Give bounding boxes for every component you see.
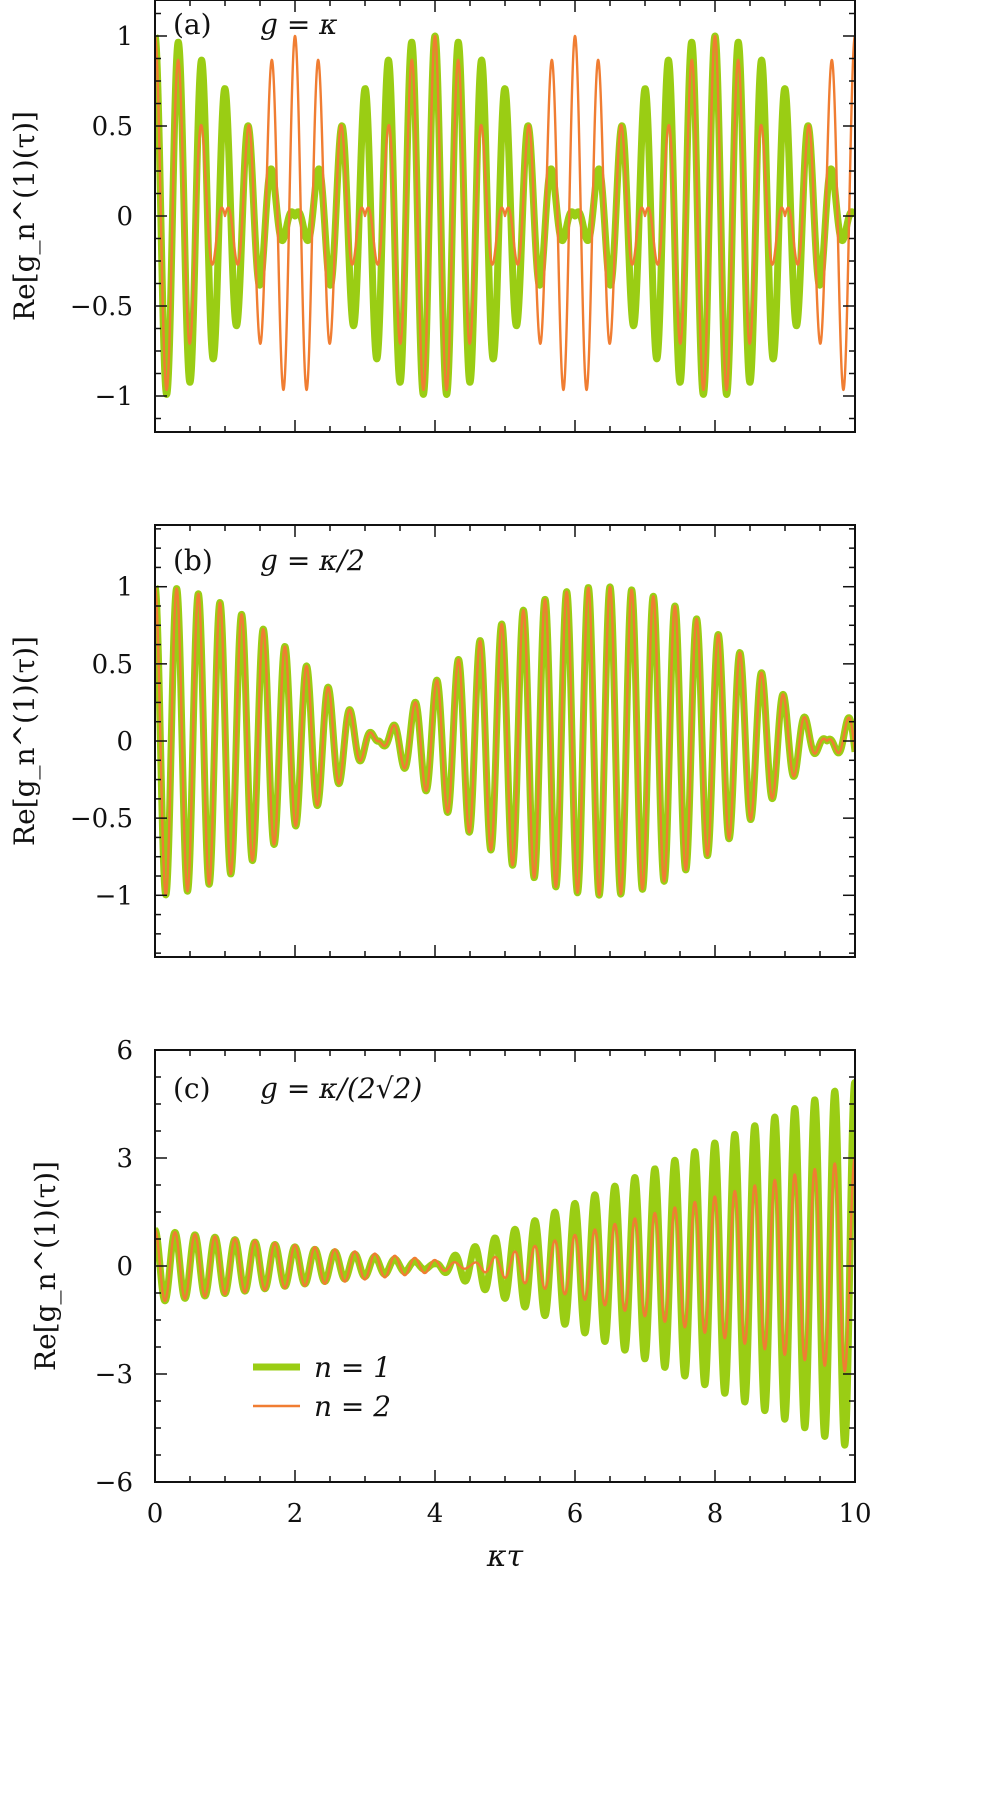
panel-a-curves bbox=[155, 32, 855, 398]
panel-b-y-tick-labels: −1 −0.5 0 0.5 1 bbox=[70, 573, 133, 912]
y-tick-label: −1 bbox=[95, 382, 133, 412]
panel-c-ylabel: Re[g_n^(1)(τ)] bbox=[29, 1161, 62, 1371]
x-tick-label: 6 bbox=[567, 1499, 584, 1529]
panel-b-label: (b) bbox=[173, 544, 213, 577]
y-tick-label: 0.5 bbox=[92, 650, 133, 680]
y-tick-label: −6 bbox=[95, 1468, 133, 1498]
x-tick-label: 0 bbox=[147, 1499, 164, 1529]
panel-a: −1 −0.5 0 0.5 1 (a) g = κ Re[g_n^(1)(τ)] bbox=[8, 0, 856, 433]
panel-c-x-tick-labels: 0 2 4 6 8 10 bbox=[147, 1499, 872, 1529]
panel-b-curves bbox=[155, 583, 855, 899]
y-tick-label: 1 bbox=[116, 22, 133, 52]
y-tick-label: 0 bbox=[116, 202, 133, 232]
y-tick-label: 0 bbox=[116, 1252, 133, 1282]
y-tick-label: −3 bbox=[95, 1360, 133, 1390]
x-tick-label: 2 bbox=[287, 1499, 304, 1529]
x-tick-label: 10 bbox=[838, 1499, 871, 1529]
legend-label-n1: n = 1 bbox=[314, 1351, 391, 1384]
series-line-a-2 bbox=[155, 34, 855, 392]
panel-c-label: (c) bbox=[173, 1072, 211, 1105]
panel-b-ticks bbox=[154, 525, 856, 957]
panel-c-ticks bbox=[154, 1049, 856, 1483]
y-tick-label: 6 bbox=[116, 1036, 133, 1066]
panel-c: −6 −3 0 3 6 0 2 4 6 8 10 (c) g = κ/(2√2) Re[g_n^(… bbox=[29, 1036, 872, 1574]
panel-a-ylabel: Re[g_n^(1)(τ)] bbox=[8, 111, 41, 321]
panel-c-curves bbox=[155, 1079, 855, 1449]
x-tick-label: 4 bbox=[427, 1499, 444, 1529]
y-tick-label: −0.5 bbox=[70, 804, 133, 834]
series-line-b-2 bbox=[155, 585, 855, 897]
panel-a-label: (a) bbox=[173, 8, 212, 41]
panel-a-y-tick-labels: −1 −0.5 0 0.5 1 bbox=[70, 22, 133, 412]
panel-a-ticks bbox=[154, 0, 856, 432]
legend-label-n2: n = 2 bbox=[314, 1390, 391, 1423]
legend: n = 1 n = 2 bbox=[253, 1351, 391, 1423]
panel-b-annotation: g = κ/2 bbox=[260, 544, 365, 577]
panel-b-ylabel: Re[g_n^(1)(τ)] bbox=[8, 636, 41, 846]
panel-c-annotation: g = κ/(2√2) bbox=[260, 1072, 422, 1105]
panel-a-annotation: g = κ bbox=[260, 8, 338, 41]
series-line-a-1 bbox=[155, 32, 855, 398]
y-tick-label: 0.5 bbox=[92, 112, 133, 142]
panel-b: −1 −0.5 0 0.5 1 (b) g = κ/2 Re[g_n^(1)(τ)] bbox=[8, 524, 856, 958]
y-tick-label: 0 bbox=[116, 727, 133, 757]
panel-c-xlabel: κτ bbox=[486, 1539, 524, 1574]
y-tick-label: 1 bbox=[116, 573, 133, 603]
y-tick-label: −0.5 bbox=[70, 292, 133, 322]
y-tick-label: 3 bbox=[116, 1144, 133, 1174]
y-tick-label: −1 bbox=[95, 881, 133, 911]
series-line-b-1 bbox=[155, 583, 855, 899]
x-tick-label: 8 bbox=[707, 1499, 724, 1529]
series-line-c-2 bbox=[155, 1156, 855, 1373]
panel-c-y-tick-labels: −6 −3 0 3 6 bbox=[95, 1036, 133, 1498]
